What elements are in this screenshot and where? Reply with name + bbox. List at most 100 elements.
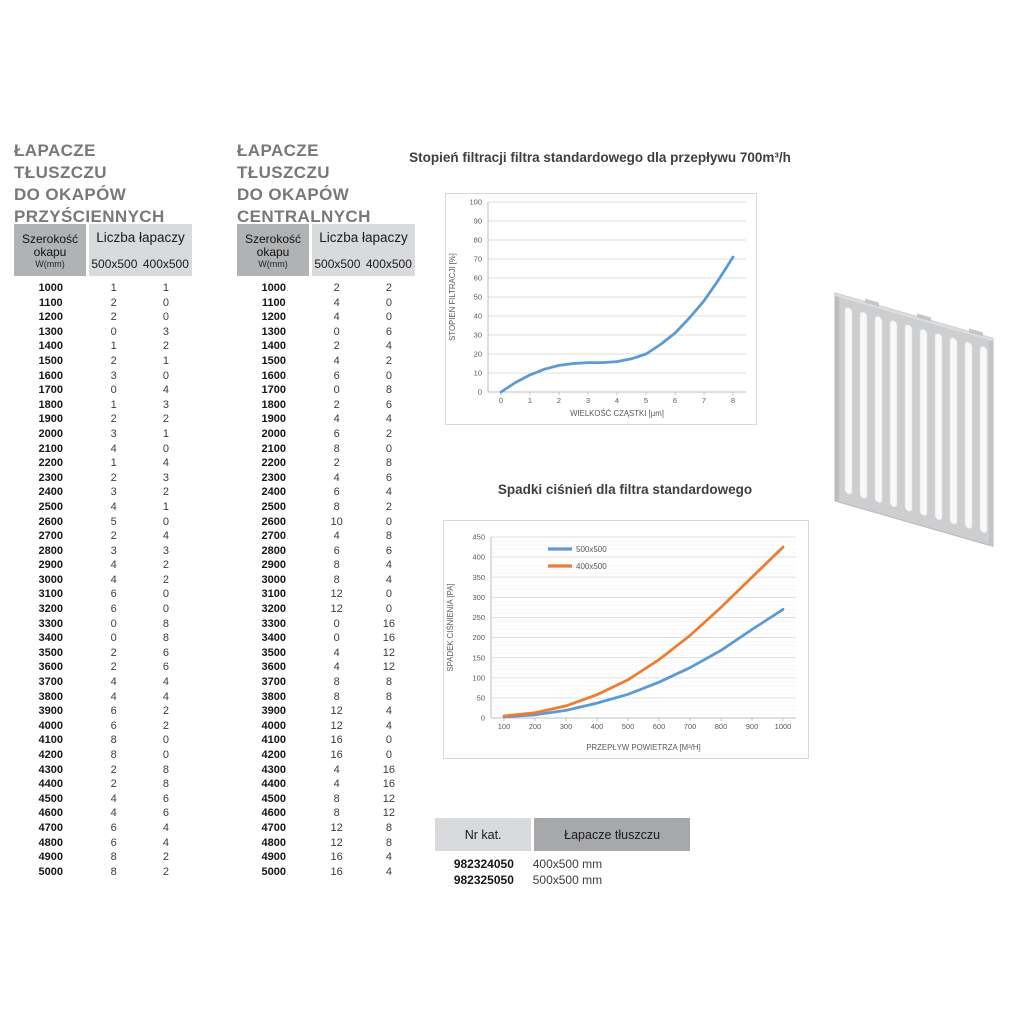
catcher-count-value: 8 <box>333 792 340 805</box>
hood-width-value: 2900 <box>261 559 286 572</box>
filtration-chart-section: Stopień filtracji filtra standardowego d… <box>409 150 791 425</box>
hood-width-value: 1200 <box>261 311 286 324</box>
hood-width-value: 2000 <box>261 427 286 440</box>
svg-text:900: 900 <box>746 722 759 731</box>
col-header-500x500: 500x500 <box>310 251 363 276</box>
hood-width-value: 2400 <box>38 486 63 499</box>
catalog-number: 982324050 <box>453 857 514 871</box>
svg-text:1000: 1000 <box>775 722 792 731</box>
catcher-count-value: 4 <box>110 573 117 586</box>
table-row: 4100 16 0 <box>237 733 415 748</box>
catcher-count-value: 2 <box>385 354 392 367</box>
hood-width-value: 4300 <box>38 763 63 776</box>
catcher-count-value: 2 <box>162 865 169 878</box>
table-row: 3100 12 0 <box>237 587 415 602</box>
catcher-count-value: 4 <box>162 676 169 689</box>
catcher-count-value: 2 <box>110 413 117 426</box>
svg-text:700: 700 <box>684 722 697 731</box>
svg-text:50: 50 <box>477 693 485 702</box>
table-row: 2000 3 1 <box>14 427 192 442</box>
hood-width-value: 1000 <box>38 282 63 294</box>
hood-width-value: 3200 <box>261 603 286 616</box>
catcher-count-value: 6 <box>162 807 169 820</box>
hood-width-value: 3000 <box>38 573 63 586</box>
svg-text:100: 100 <box>498 722 511 731</box>
hood-width-value: 3100 <box>261 588 286 601</box>
hood-width-value: 3400 <box>38 632 63 645</box>
hood-width-value: 2100 <box>261 442 286 455</box>
table-row: 4400 2 8 <box>14 777 192 792</box>
hood-width-value: 2300 <box>38 471 63 484</box>
svg-text:7: 7 <box>702 396 706 405</box>
table-row: 4600 8 12 <box>237 806 415 821</box>
pressure-chart-section: Spadki ciśnień dla filtra standardowego … <box>443 482 809 759</box>
svg-text:250: 250 <box>472 613 485 622</box>
catcher-count-value: 12 <box>330 821 343 834</box>
hood-width-value: 1100 <box>38 296 63 309</box>
catcher-count-value: 6 <box>385 471 392 484</box>
hood-width-value: 3800 <box>38 690 63 703</box>
table-row: 2400 6 4 <box>237 485 415 500</box>
catcher-count-value: 6 <box>110 603 117 616</box>
catcher-count-value: 16 <box>330 851 343 864</box>
hood-width-value: 1600 <box>38 369 63 382</box>
table-row: 4000 12 4 <box>237 719 415 734</box>
catcher-count-value: 12 <box>382 792 395 805</box>
svg-text:300: 300 <box>472 593 485 602</box>
hood-width-value: 1100 <box>261 296 286 309</box>
svg-text:20: 20 <box>474 350 482 359</box>
svg-text:80: 80 <box>474 236 482 245</box>
catcher-count-value: 0 <box>333 617 340 630</box>
catcher-count-value: 2 <box>162 705 169 718</box>
hood-width-value: 3900 <box>38 705 63 718</box>
catcher-count-value: 6 <box>110 821 117 834</box>
catcher-count-value: 0 <box>385 588 392 601</box>
hood-width-value: 1300 <box>261 325 286 338</box>
catcher-count-value: 0 <box>385 311 392 324</box>
catcher-count-value: 4 <box>333 413 340 426</box>
table-row: 2200 1 4 <box>14 456 192 471</box>
table-row: 3000 8 4 <box>237 573 415 588</box>
hood-width-unit: W(mm) <box>258 258 288 269</box>
catcher-count-value: 16 <box>330 865 343 878</box>
catcher-count-value: 3 <box>110 427 117 440</box>
hood-width-value: 1900 <box>38 413 63 426</box>
table-row: 4100 8 0 <box>14 733 192 748</box>
hood-width-value: 5000 <box>38 865 63 878</box>
table-row: 4900 16 4 <box>237 850 415 865</box>
catcher-count-value: 2 <box>110 778 117 791</box>
svg-text:PRZEPŁYW POWIETRZA [M³/H]: PRZEPŁYW POWIETRZA [M³/H] <box>586 743 700 752</box>
svg-text:30: 30 <box>474 331 482 340</box>
catcher-count-value: 6 <box>333 486 340 499</box>
heading-line: ŁAPACZE TŁUSZCZU <box>237 141 330 182</box>
catcher-count-value: 4 <box>162 457 169 470</box>
table-row: 4500 8 12 <box>237 792 415 807</box>
svg-text:100: 100 <box>472 673 485 682</box>
hood-width-value: 3900 <box>261 705 286 718</box>
hood-width-value: 4000 <box>38 719 63 732</box>
catcher-count-value: 8 <box>333 559 340 572</box>
table-row: 2100 4 0 <box>14 442 192 457</box>
table-row: 3900 12 4 <box>237 704 415 719</box>
catcher-count-value: 0 <box>162 442 169 455</box>
hood-width-value: 2500 <box>38 500 63 513</box>
catcher-count-value: 1 <box>110 340 117 353</box>
catcher-count-value: 8 <box>385 821 392 834</box>
table-row: 2700 2 4 <box>14 529 192 544</box>
catcher-count-value: 4 <box>110 500 117 513</box>
hood-width-value: 4900 <box>38 851 63 864</box>
catcher-count-value: 4 <box>385 865 392 878</box>
catcher-count-value: 16 <box>382 778 395 791</box>
table-row: 4000 6 2 <box>14 719 192 734</box>
catcher-count-value: 8 <box>333 573 340 586</box>
catcher-count-value: 3 <box>162 471 169 484</box>
table-row: 4500 4 6 <box>14 792 192 807</box>
hood-width-value: 1300 <box>38 325 63 338</box>
catcher-count-value: 2 <box>162 719 169 732</box>
table-row: 3300 0 16 <box>237 617 415 632</box>
hood-width-value: 4900 <box>261 851 286 864</box>
table-row: 3700 8 8 <box>237 675 415 690</box>
hood-width-value: 2500 <box>261 500 286 513</box>
catcher-count-value: 12 <box>382 646 395 659</box>
catcher-count-value: 4 <box>385 705 392 718</box>
